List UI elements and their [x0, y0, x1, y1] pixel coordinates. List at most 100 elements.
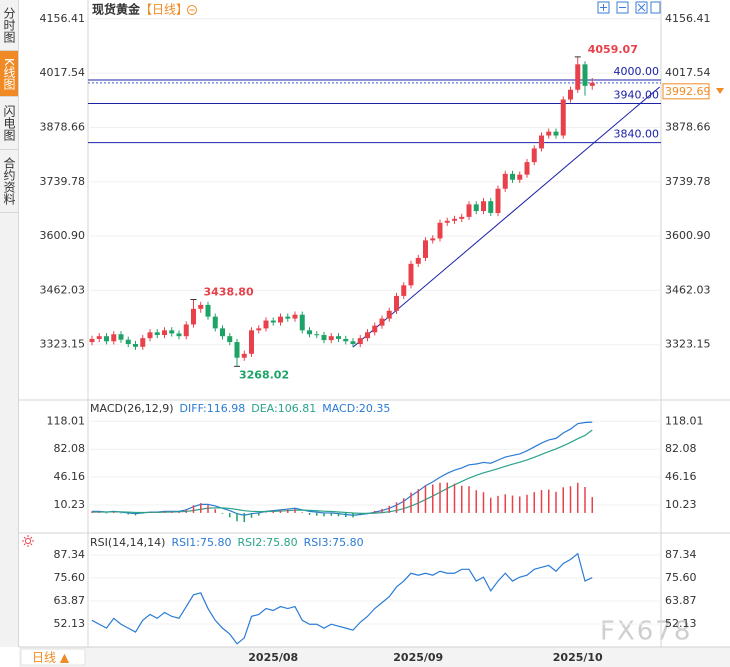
- y2-tick-label: 3323.15: [665, 338, 711, 351]
- macd-bar: [504, 494, 506, 513]
- y-tick-label: 3462.03: [40, 283, 86, 296]
- watermark: FX678: [600, 617, 692, 647]
- candle-body: [154, 332, 160, 336]
- legend-entry: DIFF:116.98: [180, 402, 246, 415]
- macd-bar: [214, 509, 216, 513]
- tool-icon[interactable]: [597, 1, 610, 14]
- y-tick-label: 4017.54: [40, 66, 86, 79]
- low-label: 3268.02: [239, 368, 289, 381]
- tool-icon[interactable]: [650, 1, 661, 14]
- candle-body: [220, 328, 225, 337]
- settings-icon-rays[interactable]: [22, 535, 34, 547]
- y2-tick-label: 118.01: [665, 414, 704, 427]
- macd-bar: [279, 510, 282, 513]
- macd-bar: [540, 490, 543, 513]
- macd-bar: [490, 497, 492, 513]
- y2-tick-label: 4017.54: [665, 66, 711, 79]
- tab[interactable]: 合约资料: [0, 150, 18, 213]
- candle-body: [292, 314, 298, 319]
- candle-body: [183, 324, 189, 337]
- y-tick-label: 4156.41: [40, 12, 86, 25]
- macd-bar: [178, 511, 180, 513]
- candle-body: [386, 310, 392, 319]
- candle-body: [285, 316, 291, 319]
- candle-body: [517, 174, 523, 180]
- macd-bar: [229, 512, 231, 518]
- candle-body: [89, 338, 95, 343]
- series-line: [91, 552, 593, 645]
- candle-body: [162, 330, 167, 336]
- sidebar: 分时图 K线图 闪电图 合约资料: [0, 0, 19, 647]
- candle-body: [560, 99, 566, 136]
- candle-body: [133, 344, 138, 347]
- tab-active[interactable]: K线图: [0, 51, 18, 97]
- macd-bar: [388, 505, 390, 513]
- tab[interactable]: 闪电图: [0, 97, 18, 150]
- macd-bar: [294, 509, 296, 513]
- candle-body: [299, 314, 305, 331]
- macd-bar: [308, 512, 311, 515]
- y-tick-label: 82.08: [54, 442, 86, 455]
- period-button-label[interactable]: 日线 ▲: [32, 651, 70, 665]
- settings-icon-core[interactable]: [25, 538, 31, 544]
- tool-icon[interactable]: [616, 1, 629, 14]
- collapse-icon[interactable]: [187, 5, 197, 15]
- y-tick-label: 3323.15: [40, 338, 86, 351]
- candle-body: [553, 131, 559, 136]
- macd-bar: [287, 509, 289, 513]
- x-tick-label: 2025/09: [393, 651, 443, 664]
- footer-bar: [19, 647, 730, 667]
- macd-bar: [316, 512, 318, 516]
- candle-body: [568, 89, 573, 100]
- macd-bar: [584, 486, 586, 513]
- macd-bar: [446, 482, 448, 513]
- macd-bar: [511, 495, 514, 513]
- y2-tick-label: 3600.90: [665, 229, 711, 242]
- macd-bar: [258, 512, 260, 516]
- macd-bar: [395, 502, 398, 513]
- settings-icon[interactable]: [22, 535, 34, 547]
- legend-entry: RSI2:75.80: [238, 536, 298, 549]
- y-tick-label: 118.01: [47, 414, 86, 427]
- candle-body: [452, 218, 457, 221]
- candle-body: [169, 330, 175, 334]
- candle-body: [198, 304, 204, 309]
- macd-bar: [519, 496, 521, 513]
- macd-bar: [337, 512, 340, 517]
- toolbar: [597, 1, 661, 14]
- candle-body: [307, 330, 312, 335]
- y-tick-label: 3600.90: [40, 229, 86, 242]
- macd-bar: [359, 512, 361, 516]
- tool-icon[interactable]: [635, 1, 648, 14]
- candle-body: [394, 295, 399, 311]
- macd-bar: [134, 512, 137, 516]
- candle-body: [401, 285, 407, 296]
- candle-body: [430, 238, 436, 241]
- macd-bar: [250, 512, 253, 518]
- macd-bar: [366, 512, 369, 514]
- reference-label: 3840.00: [614, 128, 660, 141]
- candle-body: [546, 131, 552, 136]
- macd-bar: [417, 489, 419, 513]
- tool-icon[interactable]: [637, 3, 646, 12]
- candle-body: [270, 320, 276, 323]
- candle-body: [379, 318, 385, 326]
- period-button[interactable]: [20, 648, 86, 666]
- macd-bar: [98, 511, 100, 513]
- candle-body: [365, 332, 370, 339]
- macd-bar: [185, 509, 187, 513]
- macd-bar: [345, 512, 347, 517]
- macd-bar: [127, 512, 129, 515]
- tab[interactable]: 分时图: [0, 0, 18, 51]
- candle-body: [249, 330, 254, 354]
- candle-body: [176, 333, 182, 337]
- macd-bar: [352, 512, 354, 518]
- y2-tick-label: 75.60: [665, 571, 697, 584]
- candle-body: [104, 336, 109, 342]
- macd-bar: [424, 485, 427, 513]
- macd-bar: [562, 487, 564, 513]
- macd-bar: [171, 511, 173, 513]
- price-menu-icon[interactable]: [716, 88, 724, 94]
- candle-body: [372, 325, 378, 333]
- candle-body: [118, 334, 124, 340]
